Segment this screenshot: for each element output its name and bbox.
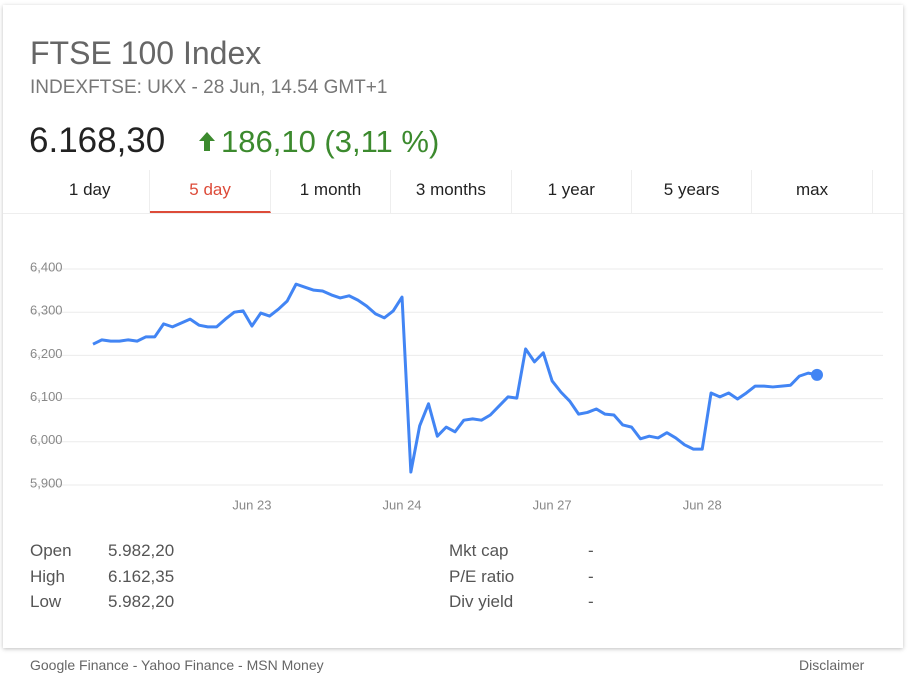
- finance-card: FTSE 100 Index INDEXFTSE: UKX - 28 Jun, …: [3, 5, 903, 648]
- y-tick-label: 5,900: [30, 475, 63, 490]
- range-tab[interactable]: 5 years: [632, 170, 753, 213]
- stat-value: 5.982,20: [108, 592, 175, 611]
- separator: [3, 213, 903, 214]
- sources[interactable]: Google Finance - Yahoo Finance - MSN Mon…: [30, 657, 324, 673]
- range-tab[interactable]: 1 day: [30, 170, 151, 213]
- stat-label: High: [30, 566, 65, 586]
- stat-label: Div yield: [449, 592, 514, 611]
- x-tick-label: Jun 27: [533, 497, 572, 512]
- x-tick-label: Jun 28: [683, 497, 722, 512]
- range-tab[interactable]: 1 year: [512, 170, 632, 213]
- disclaimer[interactable]: Disclaimer: [799, 657, 865, 673]
- range-tab[interactable]: 3 months: [391, 170, 512, 213]
- change: 186,10 (3,11 %): [221, 124, 440, 159]
- price: 6.168,30: [29, 121, 166, 160]
- stat-value: 5.982,20: [108, 541, 175, 560]
- y-tick-label: 6,400: [30, 259, 63, 274]
- stat-value: -: [588, 566, 594, 586]
- title: FTSE 100 Index: [30, 35, 262, 71]
- range-tab[interactable]: max: [752, 170, 873, 213]
- range-tab[interactable]: 1 month: [271, 170, 392, 213]
- x-tick-label: Jun 24: [383, 497, 422, 512]
- y-tick-label: 6,200: [30, 346, 63, 361]
- stat-value: -: [588, 592, 594, 611]
- y-tick-label: 6,000: [30, 432, 63, 447]
- range-tab[interactable]: 5 day: [150, 170, 271, 213]
- y-tick-label: 6,100: [30, 389, 63, 404]
- stat-label: Low: [30, 592, 62, 611]
- subtitle: INDEXFTSE: UKX - 28 Jun, 14.54 GMT+1: [30, 77, 388, 98]
- y-tick-label: 6,300: [30, 303, 63, 318]
- stat-label: Open: [30, 541, 72, 560]
- up-arrow: [199, 132, 215, 151]
- stat-value: -: [588, 541, 594, 560]
- last-point: [811, 368, 823, 381]
- x-tick-label: Jun 23: [232, 497, 271, 512]
- range-tabs: 1 day 5 day 1 month 3 months 1 year 5 years ma…: [30, 170, 873, 213]
- price-line: [92, 282, 818, 474]
- stat-label: Mkt cap: [449, 541, 509, 560]
- stat-value: 6.162,35: [108, 566, 175, 586]
- stat-label: P/E ratio: [449, 566, 515, 586]
